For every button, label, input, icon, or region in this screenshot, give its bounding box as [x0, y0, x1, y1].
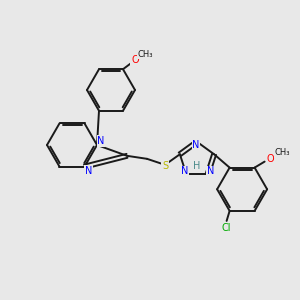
- Text: H: H: [193, 161, 200, 171]
- Text: N: N: [207, 167, 214, 176]
- Text: Cl: Cl: [222, 223, 231, 233]
- Text: O: O: [131, 55, 139, 65]
- Text: S: S: [162, 161, 168, 171]
- Text: CH₃: CH₃: [275, 148, 290, 157]
- Text: O: O: [267, 154, 274, 164]
- Text: N: N: [85, 166, 92, 176]
- Text: N: N: [181, 167, 188, 176]
- Text: N: N: [97, 136, 105, 146]
- Text: CH₃: CH₃: [137, 50, 153, 59]
- Text: N: N: [192, 140, 200, 150]
